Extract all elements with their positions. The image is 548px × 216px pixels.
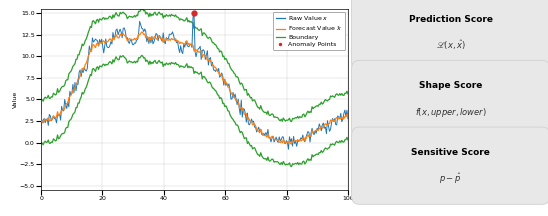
Text: $f(x, upper, lower)$: $f(x, upper, lower)$ — [415, 106, 487, 119]
Text: Shape Score: Shape Score — [419, 81, 482, 90]
Text: $p - \hat{p}$: $p - \hat{p}$ — [439, 172, 462, 186]
Y-axis label: Value: Value — [13, 91, 18, 108]
Text: Prediction Score: Prediction Score — [409, 14, 493, 24]
FancyBboxPatch shape — [351, 60, 548, 138]
Text: $\mathscr{L}(x, \hat{x})$: $\mathscr{L}(x, \hat{x})$ — [436, 39, 466, 52]
Text: Sensitive Score: Sensitive Score — [412, 148, 490, 157]
Legend: Raw Value $x$, Forecast Value $\hat{x}$, Boundary, Anomaly Points: Raw Value $x$, Forecast Value $\hat{x}$,… — [273, 12, 345, 50]
FancyBboxPatch shape — [351, 0, 548, 71]
FancyBboxPatch shape — [351, 127, 548, 204]
